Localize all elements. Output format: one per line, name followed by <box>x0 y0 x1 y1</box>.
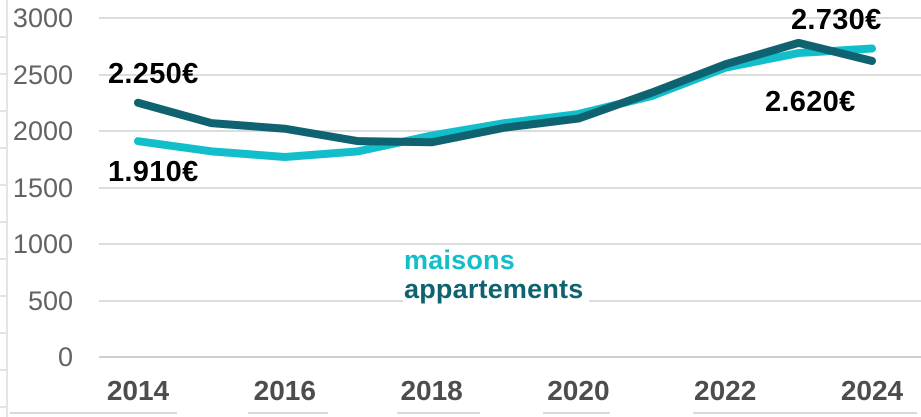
sheet-edge-tick <box>0 73 7 75</box>
legend-maisons-label: maisons <box>403 247 521 276</box>
sheet-edge-line <box>6 0 8 417</box>
cell-border-segment <box>693 412 917 414</box>
data-label-maisons-2024: 2.730€ <box>791 4 882 36</box>
appartements-line <box>134 38 876 147</box>
gridline <box>99 356 921 358</box>
sheet-edge-tick <box>0 147 7 149</box>
sheet-edge-tick <box>0 184 7 186</box>
sheet-edge-tick <box>0 258 7 260</box>
x-axis-label: 2018 <box>400 375 463 406</box>
y-axis-label: 500 <box>27 285 73 316</box>
y-axis-label: 3000 <box>12 3 73 33</box>
x-axis-label: 2024 <box>840 375 904 406</box>
maisons-line <box>134 44 876 161</box>
y-axis-label: 2500 <box>12 59 73 90</box>
gridline <box>99 17 921 19</box>
y-axis-label: 1000 <box>12 229 73 259</box>
x-axis-label: 2020 <box>547 375 610 406</box>
cell-border-segment <box>397 412 480 414</box>
sheet-edge-tick <box>0 110 7 112</box>
legend: maisons appartements <box>403 247 590 305</box>
legend-appartements-label: appartements <box>403 276 590 305</box>
gridline <box>99 243 921 245</box>
cell-border-segment <box>248 412 328 414</box>
x-axis-label: 2016 <box>253 375 316 406</box>
sheet-edge-tick <box>0 369 7 371</box>
gridline <box>99 186 921 189</box>
y-axis-label: 0 <box>57 342 73 372</box>
x-axis-label: 2014 <box>106 375 170 406</box>
cell-border-segment <box>10 412 177 414</box>
y-axis-label: 2000 <box>12 116 73 146</box>
sheet-edge-tick <box>0 221 7 223</box>
x-axis-label: 2022 <box>694 375 757 406</box>
sheet-edge-tick <box>0 295 7 297</box>
sheet-edge-tick <box>0 332 7 334</box>
data-label-appartements-2014: 2.250€ <box>108 58 199 90</box>
sheet-edge-tick <box>0 36 7 38</box>
y-axis-label: 1500 <box>12 172 73 203</box>
data-label-appartements-2024: 2.620€ <box>765 86 856 118</box>
data-label-maisons-2014: 1.910€ <box>108 156 199 188</box>
gridline <box>99 73 921 76</box>
sheet-edge-tick <box>0 406 7 408</box>
cell-border-segment <box>543 412 610 414</box>
